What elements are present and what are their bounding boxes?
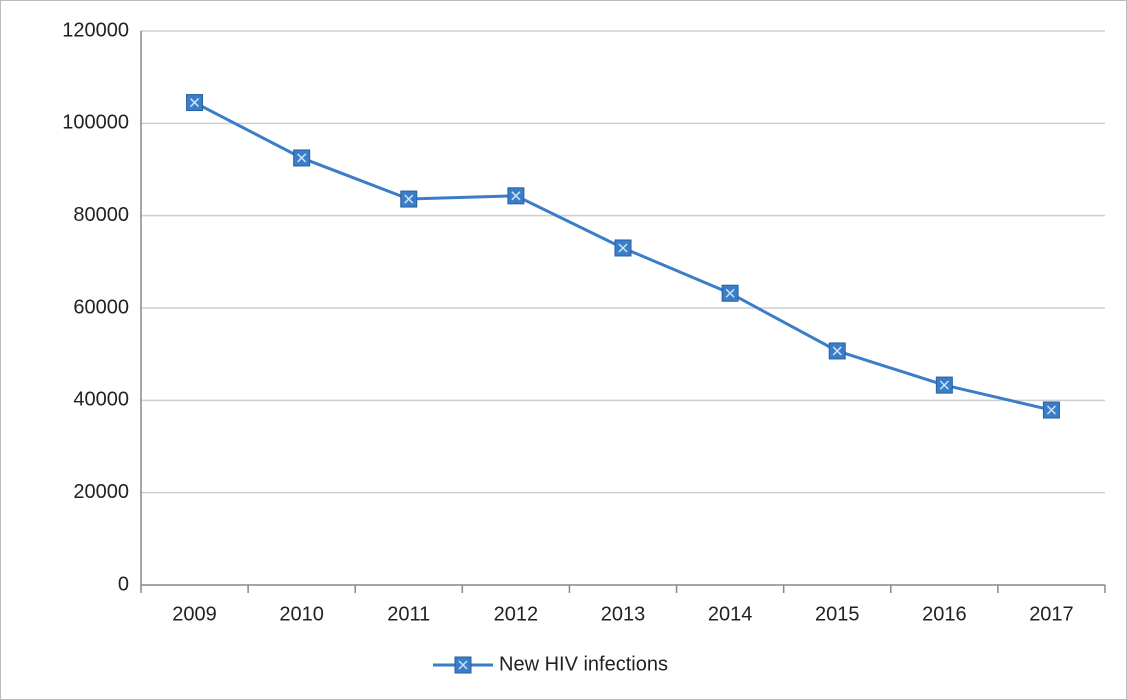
x-tick-label: 2016 [922, 603, 967, 625]
legend-label: New HIV infections [499, 653, 668, 675]
y-tick-label: 80000 [73, 204, 129, 226]
x-tick-label: 2009 [172, 603, 217, 625]
x-tick-label: 2015 [815, 603, 860, 625]
x-tick-label: 2013 [601, 603, 646, 625]
point-marker [1042, 401, 1060, 419]
y-tick-label: 100000 [62, 112, 129, 134]
y-tick-label: 120000 [62, 19, 129, 41]
y-tick-label: 40000 [73, 389, 129, 411]
x-tick-label: 2011 [387, 603, 430, 625]
point-marker [614, 239, 632, 257]
y-tick-label: 20000 [73, 481, 129, 503]
x-tick-label: 2010 [279, 603, 324, 625]
point-marker [400, 190, 418, 208]
x-tick-label: 2014 [708, 603, 753, 625]
y-tick-label: 0 [118, 573, 129, 595]
point-marker [186, 94, 204, 112]
legend-marker [454, 656, 472, 674]
x-tick-label: 2012 [494, 603, 539, 625]
point-marker [935, 376, 953, 394]
point-marker [293, 149, 311, 167]
point-marker [721, 284, 739, 302]
point-marker [828, 342, 846, 360]
y-tick-label: 60000 [73, 296, 129, 318]
x-tick-label: 2017 [1029, 603, 1074, 625]
point-marker [507, 187, 525, 205]
